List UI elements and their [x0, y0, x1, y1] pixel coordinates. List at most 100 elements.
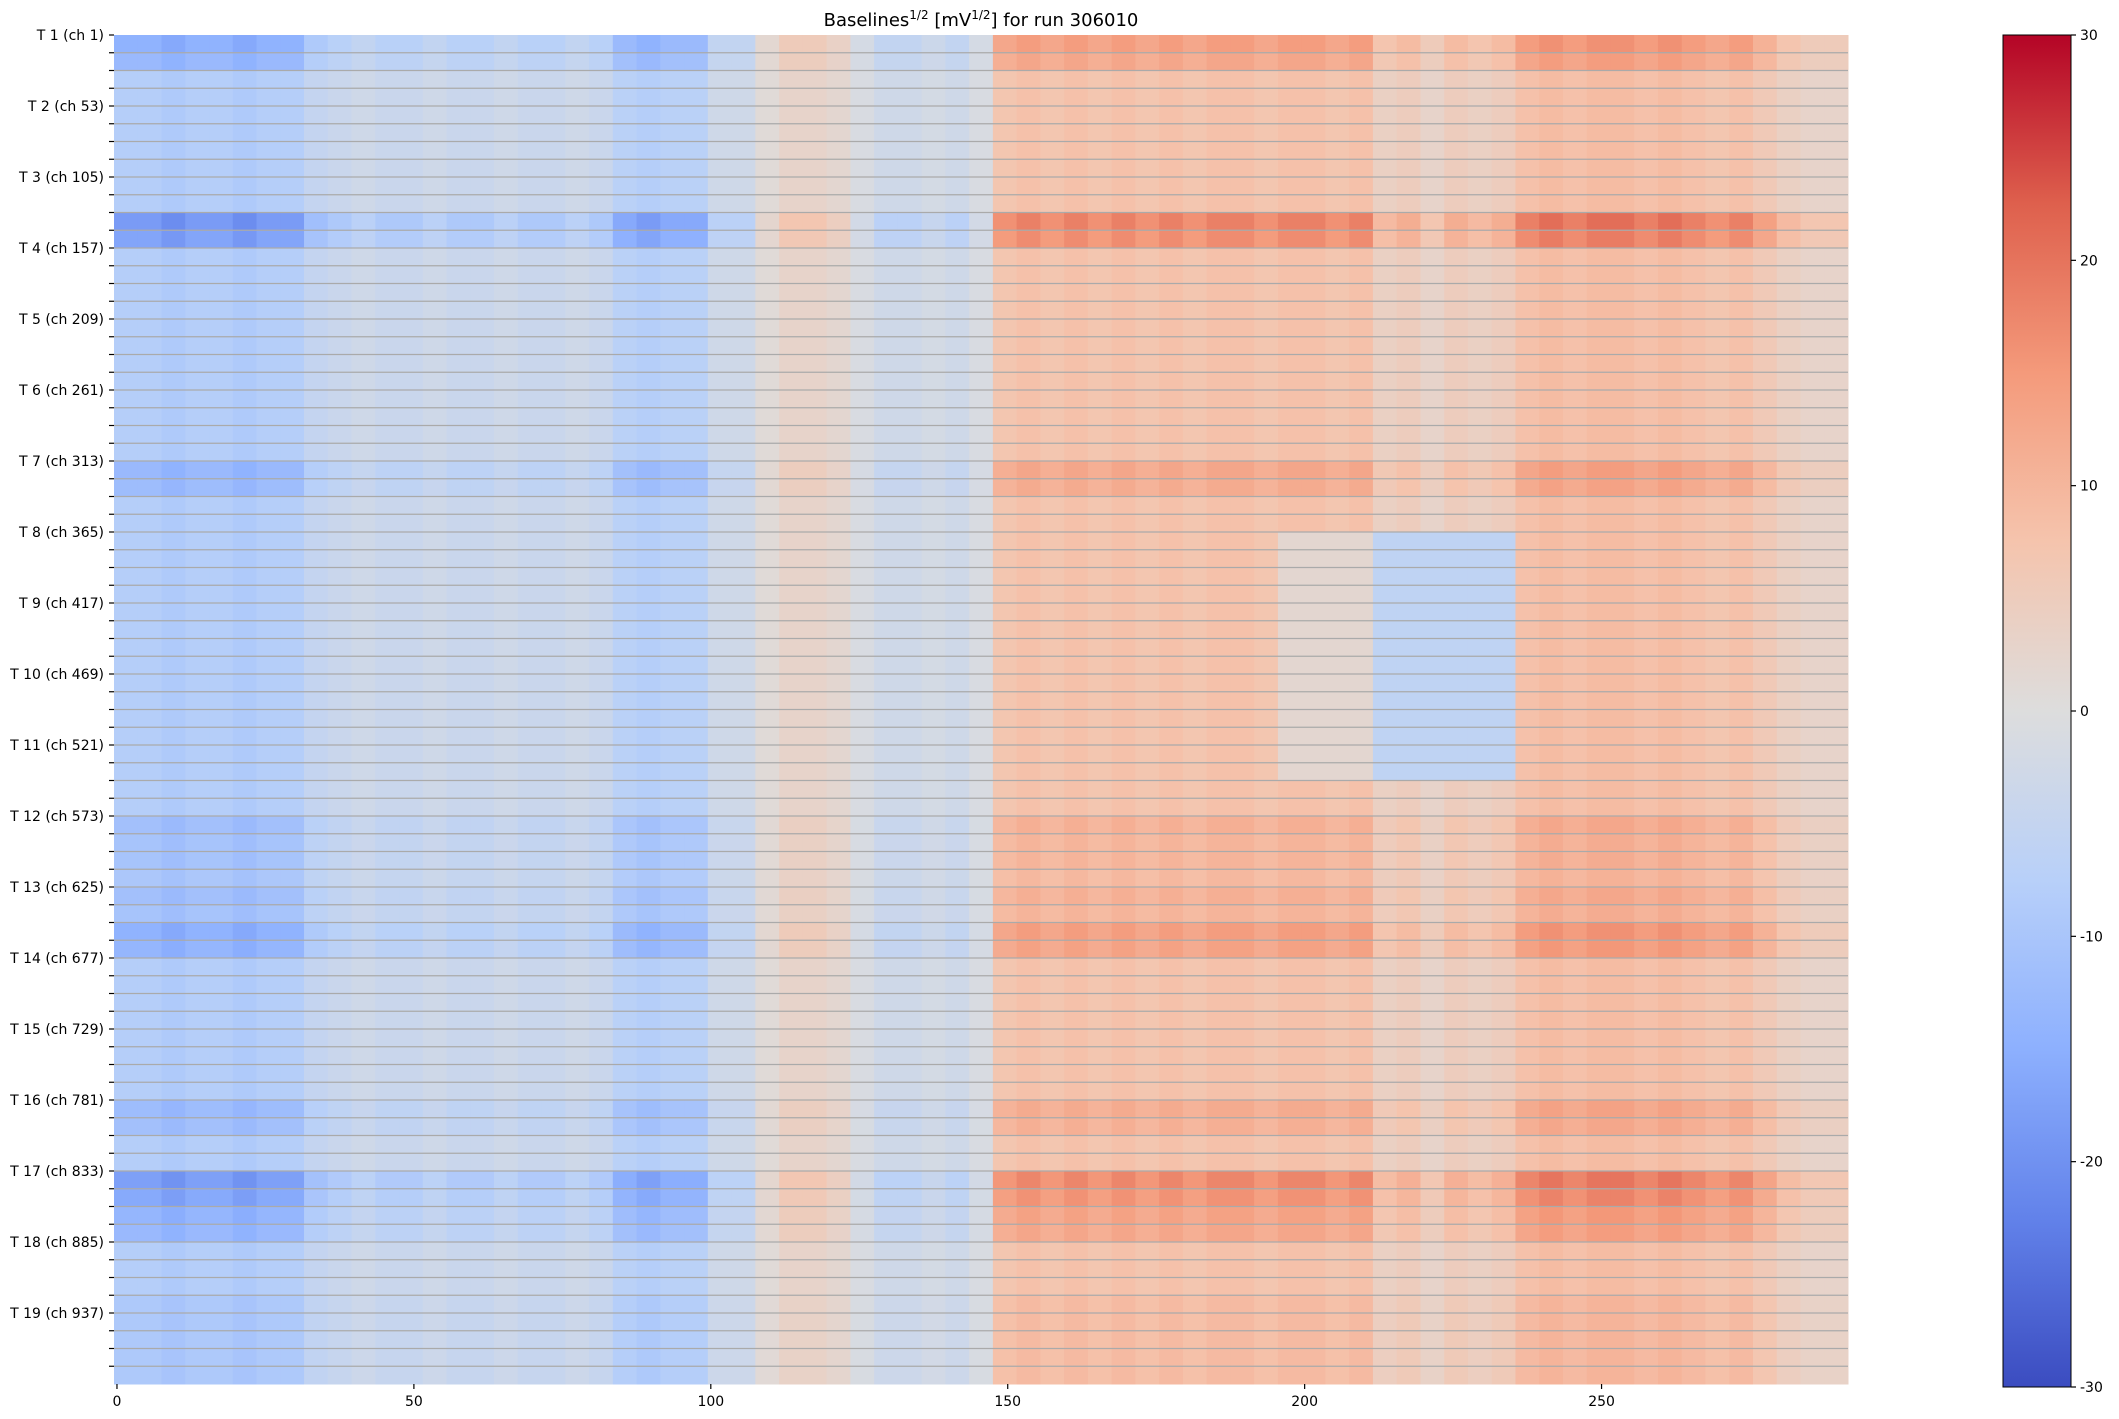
heatmap-cell [114, 709, 139, 728]
heatmap-cell [1016, 319, 1041, 338]
heatmap-cell [1206, 887, 1231, 906]
heatmap-cell [779, 461, 804, 480]
heatmap-cell [1752, 336, 1778, 355]
heatmap-cell [1752, 674, 1778, 693]
heatmap-cell [1206, 620, 1231, 639]
heatmap-cell [992, 1171, 1018, 1190]
heatmap-cell [1182, 1171, 1208, 1190]
heatmap-cell [470, 567, 495, 586]
heatmap-cell [1349, 496, 1374, 515]
heatmap-cell [1111, 727, 1136, 746]
heatmap-cell [1491, 674, 1516, 693]
heatmap-cell [612, 425, 638, 444]
heatmap-cell [612, 585, 638, 604]
heatmap-cell [1182, 336, 1208, 355]
heatmap-cell [446, 336, 471, 355]
heatmap-cell [707, 762, 733, 781]
heatmap-cell [1182, 1135, 1208, 1154]
heatmap-cell [660, 922, 685, 941]
heatmap-cell [897, 1117, 923, 1136]
heatmap-cell [1325, 745, 1350, 764]
heatmap-cell [897, 177, 923, 196]
heatmap-cell [1681, 1171, 1706, 1190]
heatmap-cell [1230, 1046, 1255, 1065]
heatmap-cell [1729, 940, 1754, 959]
heatmap-cell [1776, 1029, 1801, 1048]
heatmap-cell [304, 407, 329, 426]
heatmap-cell [921, 1206, 946, 1225]
heatmap-cell [1491, 35, 1516, 54]
heatmap-cell [1539, 177, 1564, 196]
heatmap-cell [636, 1224, 661, 1243]
heatmap-cell [351, 1206, 376, 1225]
heatmap-cell [1277, 674, 1303, 693]
heatmap-cell [1111, 674, 1136, 693]
heatmap-cell [1349, 88, 1374, 107]
heatmap-cell [114, 780, 139, 799]
heatmap-cell [1634, 674, 1659, 693]
heatmap-cell [636, 1153, 661, 1172]
heatmap-cell [1562, 745, 1588, 764]
heatmap-cell [1111, 390, 1136, 409]
heatmap-cell [1539, 52, 1564, 71]
heatmap-cell [897, 1224, 923, 1243]
heatmap-cell [1515, 336, 1540, 355]
heatmap-cell [1372, 1153, 1398, 1172]
heatmap-cell [612, 567, 638, 586]
heatmap-cell [1539, 336, 1564, 355]
heatmap-cell [802, 248, 828, 267]
heatmap-cell [1254, 70, 1279, 89]
heatmap-cell [399, 1100, 424, 1119]
heatmap-cell [589, 443, 614, 462]
heatmap-cell [1776, 1117, 1801, 1136]
heatmap-cell [327, 1206, 353, 1225]
heatmap-cell [1444, 833, 1469, 852]
heatmap-cell [660, 1100, 685, 1119]
heatmap-cell [897, 1171, 923, 1190]
heatmap-cell [1420, 1206, 1445, 1225]
heatmap-cell [660, 248, 685, 267]
heatmap-cell [1087, 975, 1113, 994]
heatmap-cell [1349, 372, 1374, 391]
heatmap-cell [517, 141, 543, 160]
heatmap-cell [636, 869, 661, 888]
heatmap-cell [1705, 851, 1730, 870]
heatmap-cell [1586, 1029, 1611, 1048]
heatmap-cell [256, 407, 281, 426]
heatmap-cell [161, 1153, 186, 1172]
heatmap-cell [1634, 549, 1659, 568]
heatmap-cell [684, 532, 709, 551]
heatmap-cell [874, 1188, 899, 1207]
heatmap-cell [1087, 283, 1113, 302]
heatmap-cell [517, 816, 543, 835]
heatmap-cell [1087, 958, 1113, 977]
heatmap-cell [969, 1206, 994, 1225]
heatmap-cell [446, 1224, 471, 1243]
heatmap-cell [1610, 301, 1635, 320]
heatmap-cell [1301, 336, 1326, 355]
heatmap-cell [802, 354, 828, 373]
heatmap-cell [1372, 159, 1398, 178]
heatmap-cell [1752, 1224, 1778, 1243]
heatmap-cell [304, 1117, 329, 1136]
heatmap-cell [280, 354, 305, 373]
heatmap-cell [399, 1153, 424, 1172]
heatmap-cell [399, 407, 424, 426]
heatmap-cell [1800, 620, 1825, 639]
heatmap-cell [636, 620, 661, 639]
heatmap-cell [755, 478, 780, 497]
heatmap-cell [1586, 336, 1611, 355]
heatmap-cell [1396, 904, 1421, 923]
heatmap-cell [707, 106, 733, 125]
heatmap-cell [351, 798, 376, 817]
heatmap-cell [589, 194, 614, 213]
heatmap-cell [779, 816, 804, 835]
heatmap-cell [1325, 620, 1350, 639]
heatmap-cell [1705, 620, 1730, 639]
heatmap-cell [517, 1029, 543, 1048]
heatmap-cell [636, 638, 661, 657]
heatmap-cell [137, 922, 163, 941]
heatmap-cell [565, 585, 590, 604]
heatmap-cell [755, 1206, 780, 1225]
heatmap-cell [945, 461, 970, 480]
